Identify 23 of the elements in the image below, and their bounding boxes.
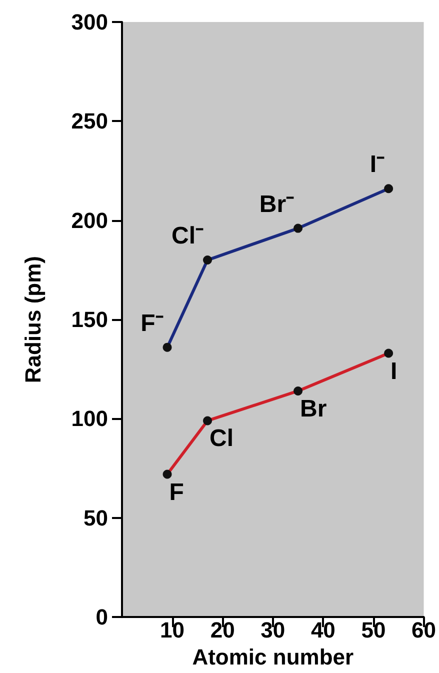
- y-tick-label: 50: [84, 505, 108, 530]
- annotation: Br: [300, 395, 327, 422]
- annotation: I⁻: [370, 151, 385, 178]
- y-tick-label: 150: [71, 307, 108, 332]
- x-tick-label: 50: [361, 618, 386, 643]
- x-tick-label: 40: [310, 618, 336, 643]
- y-tick-label: 100: [71, 406, 108, 432]
- y-tick-label: 300: [71, 10, 108, 34]
- x-tick-label: 20: [210, 618, 235, 643]
- y-tick-label: 200: [71, 208, 108, 233]
- y-tick-label: 0: [96, 604, 108, 630]
- x-tick-label: 10: [160, 618, 185, 643]
- annotation: Br⁻: [259, 190, 294, 218]
- x-axis-title: Atomic number: [192, 644, 354, 670]
- x-tick-label: 30: [260, 618, 286, 643]
- annotation: F⁻: [140, 310, 164, 337]
- annotation: Cl: [210, 425, 234, 452]
- x-tick-label: 60: [412, 618, 436, 643]
- y-axis-title: Radius (pm): [20, 256, 46, 384]
- annotation: Cl⁻: [172, 222, 204, 250]
- annotation: I: [390, 358, 398, 385]
- annotation: F: [169, 478, 184, 506]
- y-tick-label: 250: [71, 108, 108, 134]
